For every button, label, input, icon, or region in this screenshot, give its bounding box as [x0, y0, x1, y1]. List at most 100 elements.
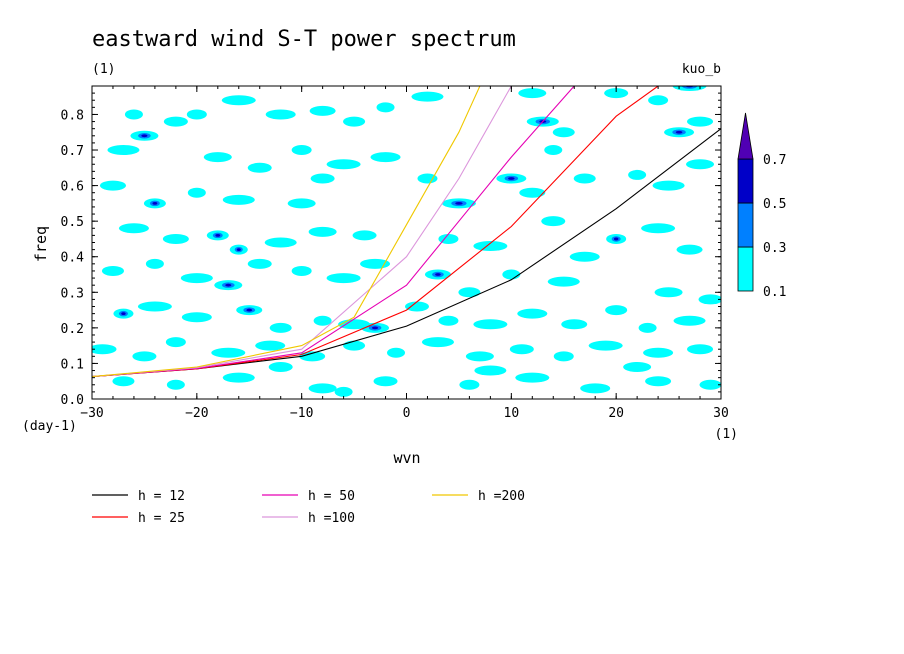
contour-blob-core	[121, 312, 126, 316]
dispersion-curve-h200	[92, 86, 481, 378]
contour-blob	[326, 273, 361, 284]
contour-blob	[569, 251, 600, 262]
contour-blob	[421, 337, 454, 348]
colorbar-label: 0.7	[763, 153, 786, 168]
y-tick-label: 0.4	[61, 251, 85, 266]
contour-blob	[458, 287, 481, 298]
contour-blob	[638, 322, 657, 333]
contour-blob-core	[371, 326, 379, 330]
contour-blob	[387, 347, 406, 358]
contour-blob	[186, 109, 207, 120]
contour-blob	[518, 88, 547, 99]
axis-ticks: −30 −20 −10 0 10 20 30 0.0 0.1 0.2 0.3 0.4 0.5 0.6 0.7…	[61, 86, 729, 421]
contour-blob	[648, 95, 669, 106]
contour-blob	[580, 383, 611, 394]
contour-blob	[623, 361, 652, 372]
contour-blob	[101, 265, 124, 276]
contour-blob	[145, 258, 164, 269]
contour-blob	[203, 152, 232, 163]
y-tick-label: 0.5	[61, 215, 84, 230]
legend-label-h25: h = 25	[138, 511, 185, 526]
contour-blob	[299, 351, 326, 362]
contour-blob	[132, 351, 157, 362]
contour-blob	[643, 347, 674, 358]
contour-blob	[411, 91, 444, 102]
y-tick-label: 0.8	[61, 108, 84, 123]
contour-blob	[221, 95, 256, 106]
contour-blob	[698, 294, 721, 305]
contour-blob	[187, 187, 206, 198]
contour-blob	[291, 265, 312, 276]
contour-blob	[180, 273, 213, 284]
contour-blob	[604, 88, 629, 99]
contour-blob	[404, 301, 429, 312]
colorbar-label: 0.3	[763, 241, 786, 256]
contour-blob	[326, 159, 361, 170]
contour-blob	[628, 169, 647, 180]
contour-blob	[211, 347, 246, 358]
contour-blob	[255, 340, 286, 351]
contour-blob	[162, 233, 189, 244]
contour-blob	[334, 386, 353, 397]
contour-blob-core	[675, 130, 683, 134]
contour-blob	[360, 258, 391, 269]
contour-blob	[673, 315, 706, 326]
x-tick-label: −20	[185, 406, 208, 421]
contour-blob	[474, 365, 507, 376]
dispersion-curve-h50	[92, 86, 575, 378]
contour-blob-core	[141, 134, 148, 138]
contour-blob-core	[613, 237, 619, 241]
x-tick-label: −10	[290, 406, 313, 421]
contour-blob	[438, 315, 459, 326]
contour-blob	[515, 372, 550, 383]
contour-blob	[112, 376, 135, 387]
legend: h = 12 h = 25 h = 50 h =100 h =200	[92, 489, 525, 526]
plot-background	[92, 86, 721, 399]
colorbar-label: 0.5	[763, 197, 786, 212]
x-axis-label: wvn	[393, 449, 420, 467]
contour-blob	[309, 105, 336, 116]
x-tick-label: 0	[403, 406, 411, 421]
contour-blob	[308, 226, 337, 237]
contour-blob	[588, 340, 623, 351]
contour-blob	[181, 312, 212, 323]
contour-blob	[438, 233, 459, 244]
colorbar-segment	[737, 246, 754, 292]
contour-blob	[687, 116, 714, 127]
legend-label-h200: h =200	[478, 489, 525, 504]
contour-blob	[465, 351, 494, 362]
contour-blob-core	[215, 233, 221, 237]
contour-blob-core	[152, 201, 158, 205]
contour-blob	[376, 102, 395, 113]
x-tick-label: 20	[608, 406, 624, 421]
contour-blob-core	[455, 201, 463, 205]
contour-blob	[686, 159, 715, 170]
x-tick-label: 30	[713, 406, 729, 421]
x-tick-label: −30	[80, 406, 103, 421]
dispersion-curve-h100	[92, 86, 512, 378]
contour-blob	[124, 109, 143, 120]
contour-blob	[473, 241, 508, 252]
contour-blob	[417, 173, 438, 184]
contour-blob	[343, 340, 366, 351]
contour-blob	[561, 319, 588, 330]
y-tick-label: 0.6	[61, 180, 84, 195]
contour-blob	[222, 194, 255, 205]
contour-blob	[473, 319, 508, 330]
contour-blob	[541, 216, 566, 227]
contour-blob	[222, 372, 255, 383]
contour-blob	[676, 244, 703, 255]
y-tick-label: 0.3	[61, 286, 84, 301]
contour-blob	[517, 308, 548, 319]
contour-blob	[308, 383, 337, 394]
contour-blob	[547, 276, 580, 287]
contour-blob	[268, 361, 293, 372]
contour-blob	[247, 162, 272, 173]
contour-blob	[163, 116, 188, 127]
contour-blob-core	[435, 273, 441, 276]
contour-blob	[352, 230, 377, 241]
contour-blob	[137, 301, 172, 312]
chart-title: eastward wind S-T power spectrum	[92, 27, 516, 52]
x-tick-label: 10	[504, 406, 520, 421]
